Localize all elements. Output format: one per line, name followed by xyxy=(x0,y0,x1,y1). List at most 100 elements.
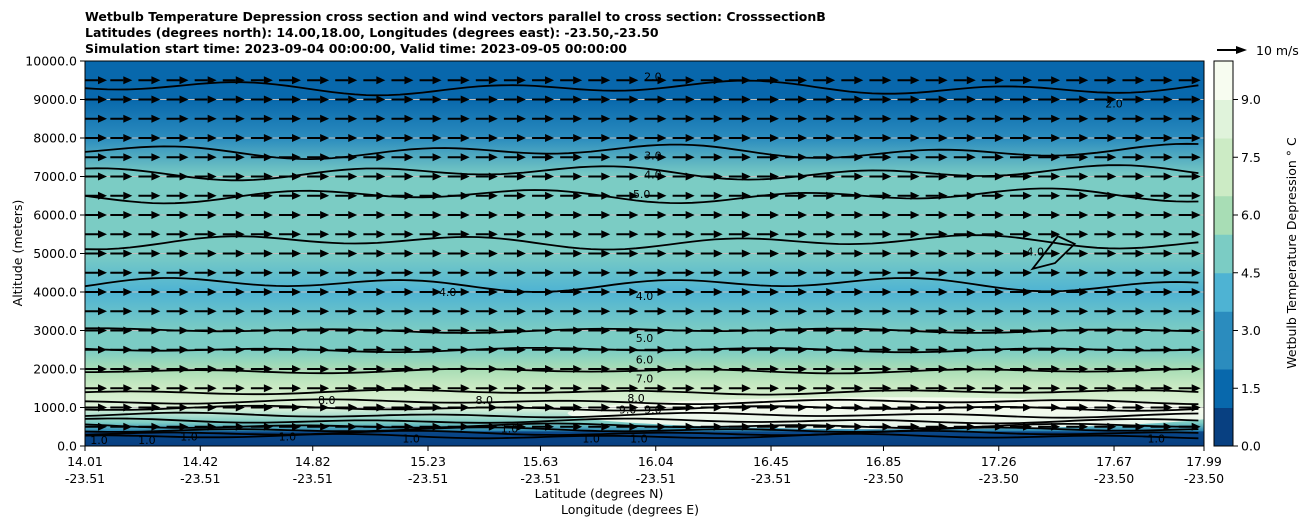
colorbar-tick-label: 9.0 xyxy=(1241,92,1261,107)
wind-vector-head xyxy=(404,172,414,181)
wind-vector-head xyxy=(966,114,976,123)
wind-vector-head xyxy=(854,114,864,123)
wind-vector-head xyxy=(432,172,442,181)
y-tick-label: 2000.0 xyxy=(33,362,77,377)
wind-vector-head xyxy=(291,114,301,123)
wind-vector-head xyxy=(348,114,358,123)
wind-vector-head xyxy=(263,326,273,335)
wind-vector-head xyxy=(432,114,442,123)
wind-vector-head xyxy=(179,211,189,219)
wind-vector-head xyxy=(910,365,920,373)
wind-vector-head xyxy=(123,114,133,123)
wind-vector-head xyxy=(601,153,611,162)
wind-vector-head xyxy=(460,211,470,219)
wind-vector-head xyxy=(938,326,948,335)
wind-vector-head xyxy=(685,345,695,354)
wind-vector-head xyxy=(235,326,245,335)
wind-vector-head xyxy=(1163,384,1173,393)
wind-vector-head xyxy=(179,307,189,316)
wind-vector-head xyxy=(151,249,161,258)
wind-vector-head xyxy=(1023,326,1033,335)
wind-vector-head xyxy=(629,307,639,316)
colorbar-band xyxy=(1214,118,1233,139)
colorbar-band xyxy=(1214,138,1233,158)
wind-vector-head xyxy=(629,211,639,219)
colorbar-tick-label: 7.5 xyxy=(1241,150,1261,165)
wind-vector-head xyxy=(910,211,920,219)
wind-vector-head xyxy=(320,307,330,316)
wind-vector-head xyxy=(882,114,892,123)
wind-vector-head xyxy=(685,268,695,277)
wind-vector-head xyxy=(798,191,808,200)
wind-vector-head xyxy=(713,365,723,373)
x-tick-label-lon: -23.51 xyxy=(520,471,560,486)
wind-vector-head xyxy=(826,191,836,200)
wind-vector-head xyxy=(882,345,892,354)
wind-vector-head xyxy=(713,95,723,104)
wind-vector-head xyxy=(1107,211,1117,219)
wind-vector-head xyxy=(376,249,386,258)
wind-vector-head xyxy=(657,345,667,354)
wind-vector-head xyxy=(629,230,639,239)
wind-vector-head xyxy=(1079,211,1089,219)
wind-vector-head xyxy=(207,365,217,373)
wind-vector-head xyxy=(713,345,723,354)
wind-vector-head xyxy=(151,268,161,277)
wind-vector-head xyxy=(1135,172,1145,181)
wind-vector-head xyxy=(291,153,301,162)
wind-vector-head xyxy=(601,172,611,181)
contour-label: 4.0 xyxy=(636,290,654,303)
wind-vector-head xyxy=(432,211,442,219)
wind-vector-head xyxy=(685,307,695,316)
wind-vector-head xyxy=(910,422,920,431)
wind-vector-head xyxy=(348,249,358,258)
wind-vector-head xyxy=(1135,288,1145,296)
wind-vector-head xyxy=(179,326,189,335)
wind-vector-head xyxy=(123,191,133,200)
wind-vector-head xyxy=(685,230,695,239)
wind-vector-head xyxy=(179,95,189,104)
wind-vector-head xyxy=(545,114,555,123)
wind-vector-head xyxy=(1023,153,1033,162)
colorbar-band xyxy=(1214,80,1233,100)
wind-vector-head xyxy=(1191,422,1201,431)
wind-vector-head xyxy=(404,403,414,412)
wind-vector-head xyxy=(460,345,470,354)
wind-vector-head xyxy=(713,422,723,431)
wind-vector-head xyxy=(1051,134,1061,142)
wind-vector-head xyxy=(1135,230,1145,239)
y-tick-label: 1000.0 xyxy=(33,400,77,415)
wind-vector-head xyxy=(854,172,864,181)
wind-vector-head xyxy=(994,153,1004,162)
wind-vector-head xyxy=(1135,365,1145,373)
wind-vector-head xyxy=(910,114,920,123)
wind-vector-head xyxy=(263,76,273,85)
wind-vector-head xyxy=(826,288,836,296)
wind-vector-head xyxy=(432,76,442,85)
wind-vector-head xyxy=(320,422,330,431)
wind-vector-head xyxy=(573,134,583,142)
wind-vector-head xyxy=(629,326,639,335)
wind-vector-head xyxy=(1079,268,1089,277)
wind-vector-head xyxy=(460,114,470,123)
wind-vector-head xyxy=(573,345,583,354)
wind-vector-head xyxy=(207,114,217,123)
wind-vector-head xyxy=(854,95,864,104)
wind-vector-head xyxy=(432,95,442,104)
wind-vector-head xyxy=(488,288,498,296)
wind-vector-head xyxy=(629,268,639,277)
wind-vector-head xyxy=(938,268,948,277)
y-tick-label: 5000.0 xyxy=(33,246,77,261)
wind-vector-head xyxy=(488,153,498,162)
wind-vector-head xyxy=(769,191,779,200)
wind-vector-head xyxy=(713,403,723,412)
wind-vector-head xyxy=(432,403,442,412)
wind-vector-head xyxy=(882,134,892,142)
wind-vector-head xyxy=(123,172,133,181)
y-axis-ticks: 0.0 1000.0 2000.0 3000.0 4000.0 5000.0 6000.0 7… xyxy=(25,54,85,454)
wind-vector-head xyxy=(151,326,161,335)
wind-vector-head xyxy=(938,114,948,123)
wind-vector-head xyxy=(657,422,667,431)
contour-line xyxy=(85,277,1199,293)
